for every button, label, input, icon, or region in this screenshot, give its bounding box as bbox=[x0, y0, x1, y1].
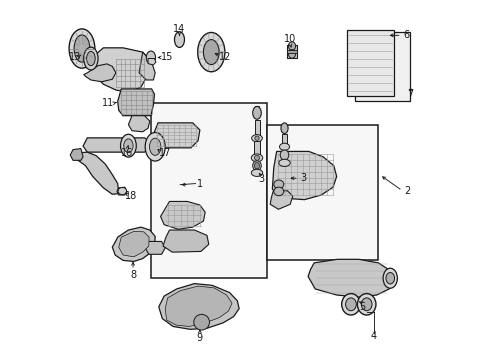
Ellipse shape bbox=[341, 294, 360, 315]
Polygon shape bbox=[282, 134, 286, 146]
Bar bbox=[354, 32, 409, 102]
Ellipse shape bbox=[121, 134, 136, 157]
Text: 3: 3 bbox=[300, 173, 306, 183]
Ellipse shape bbox=[382, 268, 397, 288]
Ellipse shape bbox=[149, 138, 161, 156]
Text: 10: 10 bbox=[284, 34, 296, 44]
Ellipse shape bbox=[278, 159, 290, 166]
Polygon shape bbox=[118, 89, 154, 116]
Ellipse shape bbox=[83, 47, 98, 70]
Ellipse shape bbox=[385, 273, 394, 284]
Text: 2: 2 bbox=[403, 186, 409, 196]
Ellipse shape bbox=[281, 123, 287, 134]
Ellipse shape bbox=[174, 32, 184, 48]
Ellipse shape bbox=[69, 29, 95, 68]
Polygon shape bbox=[145, 242, 165, 254]
Ellipse shape bbox=[280, 150, 288, 160]
Polygon shape bbox=[139, 52, 155, 80]
Polygon shape bbox=[128, 116, 149, 132]
Text: 9: 9 bbox=[196, 333, 203, 343]
Polygon shape bbox=[148, 59, 156, 65]
Polygon shape bbox=[159, 284, 239, 329]
Text: 16: 16 bbox=[121, 148, 133, 158]
Polygon shape bbox=[154, 123, 200, 148]
Ellipse shape bbox=[203, 40, 219, 64]
Ellipse shape bbox=[74, 35, 90, 62]
Polygon shape bbox=[72, 152, 119, 194]
Bar bbox=[346, 30, 393, 96]
Ellipse shape bbox=[288, 50, 295, 58]
Polygon shape bbox=[117, 187, 126, 195]
Text: 3: 3 bbox=[258, 174, 264, 184]
Polygon shape bbox=[165, 286, 231, 327]
Ellipse shape bbox=[145, 132, 165, 161]
Ellipse shape bbox=[146, 51, 155, 64]
Text: 14: 14 bbox=[173, 23, 185, 33]
Ellipse shape bbox=[251, 154, 262, 162]
Ellipse shape bbox=[357, 294, 375, 315]
Ellipse shape bbox=[252, 161, 261, 171]
Polygon shape bbox=[112, 227, 155, 261]
Ellipse shape bbox=[273, 187, 283, 196]
Ellipse shape bbox=[251, 135, 262, 142]
Ellipse shape bbox=[251, 169, 262, 176]
Ellipse shape bbox=[279, 143, 289, 150]
Text: 6: 6 bbox=[402, 30, 408, 40]
Polygon shape bbox=[254, 120, 259, 137]
Text: 4: 4 bbox=[370, 332, 376, 342]
Text: 11: 11 bbox=[102, 98, 114, 108]
Ellipse shape bbox=[273, 180, 283, 189]
Text: 15: 15 bbox=[161, 53, 173, 63]
Ellipse shape bbox=[361, 298, 371, 311]
Polygon shape bbox=[270, 191, 292, 209]
Ellipse shape bbox=[197, 32, 224, 72]
Polygon shape bbox=[83, 138, 149, 152]
Polygon shape bbox=[254, 141, 259, 157]
Text: 1: 1 bbox=[196, 179, 203, 189]
FancyBboxPatch shape bbox=[150, 103, 266, 278]
Text: 17: 17 bbox=[159, 148, 171, 158]
Polygon shape bbox=[70, 149, 83, 160]
Polygon shape bbox=[286, 45, 297, 58]
Ellipse shape bbox=[345, 298, 356, 311]
Polygon shape bbox=[89, 48, 151, 93]
Polygon shape bbox=[163, 230, 208, 252]
Text: 7: 7 bbox=[407, 89, 413, 99]
Ellipse shape bbox=[193, 314, 209, 330]
Polygon shape bbox=[307, 259, 394, 297]
Text: 18: 18 bbox=[125, 191, 137, 201]
Ellipse shape bbox=[123, 139, 133, 153]
Ellipse shape bbox=[86, 51, 95, 66]
Polygon shape bbox=[119, 231, 149, 257]
Text: 12: 12 bbox=[218, 52, 230, 62]
Polygon shape bbox=[272, 152, 336, 200]
Ellipse shape bbox=[252, 107, 261, 119]
FancyBboxPatch shape bbox=[266, 125, 377, 260]
Ellipse shape bbox=[254, 156, 259, 160]
Ellipse shape bbox=[118, 188, 126, 195]
Text: 8: 8 bbox=[130, 270, 136, 280]
Ellipse shape bbox=[288, 42, 295, 50]
Polygon shape bbox=[83, 64, 116, 82]
Polygon shape bbox=[160, 202, 205, 229]
Polygon shape bbox=[286, 50, 297, 53]
Ellipse shape bbox=[254, 162, 259, 169]
Ellipse shape bbox=[254, 136, 259, 140]
Text: 5: 5 bbox=[359, 302, 365, 312]
Text: 13: 13 bbox=[68, 52, 81, 62]
